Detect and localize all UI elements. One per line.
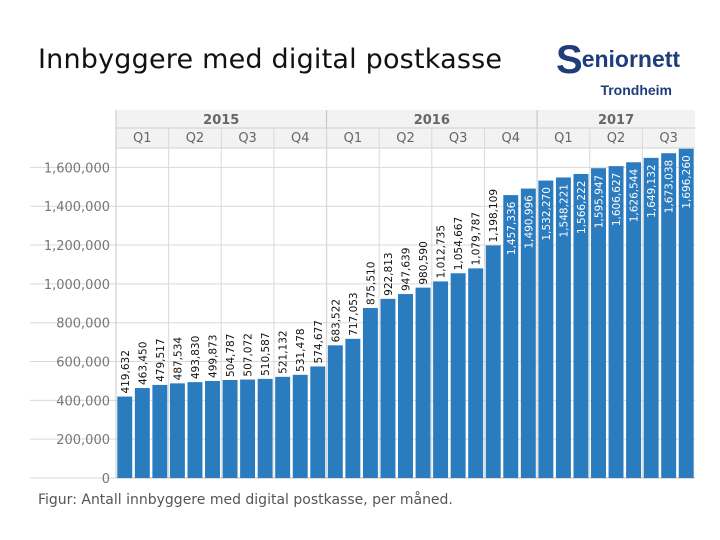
header-background	[116, 110, 695, 148]
bar-value-label: 510,587	[260, 332, 272, 375]
bar	[555, 177, 571, 478]
bar-value-label: 1,696,260	[681, 155, 693, 208]
bar-value-label: 1,054,667	[453, 217, 465, 270]
bar-value-label: 1,595,947	[594, 175, 606, 228]
bar	[643, 157, 659, 478]
bar	[275, 376, 291, 478]
bar-value-label: 493,830	[190, 336, 202, 379]
bar-value-label: 1,548,221	[558, 184, 570, 237]
bar	[485, 245, 501, 478]
bar-value-label: 922,813	[383, 252, 395, 295]
logo-city: Trondheim	[600, 82, 672, 98]
bar	[626, 162, 642, 479]
logo-brand-initial: S	[556, 38, 583, 82]
quarter-label: Q1	[554, 131, 573, 146]
bar-value-label: 717,053	[348, 292, 360, 335]
quarter-label: Q3	[659, 131, 678, 146]
bar-value-label: 1,198,109	[488, 189, 500, 242]
bar-value-label: 499,873	[208, 335, 220, 378]
quarter-label: Q1	[344, 131, 363, 146]
bar	[538, 180, 554, 478]
bar	[327, 345, 343, 478]
bar	[310, 366, 326, 478]
bar	[450, 273, 466, 478]
y-tick-label: 1,000,000	[44, 278, 110, 293]
bar	[134, 388, 150, 478]
quarter-label: Q2	[396, 131, 415, 146]
bar	[433, 281, 449, 478]
bar-value-label: 980,590	[418, 241, 430, 284]
y-tick-label: 400,000	[56, 394, 110, 409]
bar-value-label: 1,626,544	[629, 169, 641, 223]
logo-brand-rest: eniornett	[581, 46, 681, 72]
figure-caption: Figur: Antall innbyggere med digital pos…	[38, 492, 453, 508]
bar-value-label: 1,532,270	[541, 187, 553, 240]
bar	[187, 382, 203, 478]
bar	[520, 188, 536, 479]
bar	[152, 384, 168, 478]
bar-value-label: 1,490,996	[523, 195, 535, 249]
bar	[169, 383, 185, 478]
year-label: 2016	[414, 113, 450, 128]
bar-value-label: 507,072	[243, 333, 255, 376]
bar	[362, 308, 378, 478]
bar	[117, 396, 133, 478]
bar-value-label: 1,566,222	[576, 181, 588, 234]
bar-value-label: 1,457,336	[506, 201, 518, 255]
bar	[503, 195, 519, 479]
bar-value-label: 683,522	[330, 299, 342, 342]
bar-value-label: 531,478	[295, 328, 307, 371]
bar	[468, 268, 484, 478]
bar	[573, 173, 589, 478]
bar	[608, 166, 624, 478]
quarter-label: Q2	[186, 131, 205, 146]
bar	[292, 374, 308, 478]
bar-value-label: 521,132	[278, 330, 290, 373]
bar-value-label: 463,450	[137, 342, 149, 385]
year-label: 2015	[203, 113, 239, 128]
bar-value-label: 1,606,627	[611, 173, 623, 226]
bar	[678, 148, 694, 478]
bar-value-label: 419,632	[120, 350, 132, 393]
y-tick-label: 1,400,000	[44, 200, 110, 215]
bar-value-label: 1,079,787	[471, 212, 483, 265]
quarter-label: Q3	[238, 131, 257, 146]
bar	[398, 294, 413, 478]
year-label: 2017	[598, 113, 634, 128]
bar	[380, 298, 396, 478]
logo-brand: Seniornett	[556, 38, 680, 83]
seniornett-logo: Seniornett Trondheim	[556, 38, 696, 102]
slide-title: Innbyggere med digital postkasse	[38, 44, 503, 75]
bar	[205, 380, 220, 478]
bar-value-label: 479,517	[155, 338, 167, 381]
bar	[661, 153, 677, 478]
bar	[240, 379, 256, 478]
bar-value-label: 875,510	[365, 262, 377, 305]
bar-value-label: 1,649,132	[646, 164, 658, 217]
bar-value-label: 574,677	[313, 320, 325, 363]
bar	[345, 338, 361, 478]
bar-value-label: 504,787	[225, 334, 237, 377]
bar-value-label: 487,534	[172, 337, 184, 381]
bar-value-label: 947,639	[401, 248, 413, 291]
y-tick-label: 1,200,000	[44, 239, 110, 254]
quarter-label: Q1	[133, 131, 152, 146]
bar	[415, 287, 431, 478]
quarter-label: Q4	[502, 131, 521, 146]
bar	[591, 168, 606, 478]
y-tick-label: 0	[102, 472, 110, 487]
quarter-label: Q4	[291, 131, 310, 146]
bar-value-label: 1,012,735	[436, 225, 448, 278]
bar	[222, 380, 238, 478]
bar-value-label: 1,673,038	[664, 160, 676, 213]
y-tick-label: 800,000	[56, 317, 110, 332]
quarter-label: Q3	[449, 131, 468, 146]
quarter-label: Q2	[607, 131, 626, 146]
y-tick-label: 200,000	[56, 433, 110, 448]
y-tick-label: 600,000	[56, 356, 110, 371]
y-tick-label: 1,600,000	[44, 161, 110, 176]
bar	[257, 378, 273, 478]
